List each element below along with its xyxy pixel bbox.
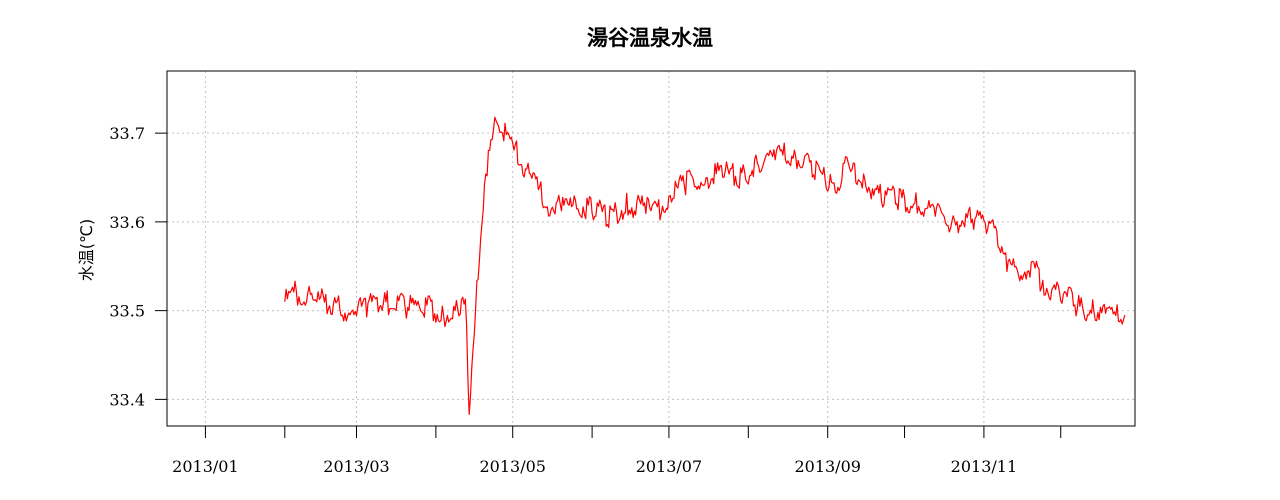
grid (167, 71, 1135, 426)
x-tick-label: 2013/07 (636, 457, 702, 476)
y-axis-label: 水温(℃) (77, 219, 96, 281)
plot-frame (166, 70, 1136, 427)
x-tick-label: 2013/01 (172, 457, 238, 476)
x-tick-label: 2013/05 (479, 457, 545, 476)
y-tick-label: 33.6 (109, 213, 145, 232)
y-tick-label: 33.4 (109, 390, 145, 409)
x-axis: 2013/01 2013/03 2013/05 2013/07 2013/09 2013/… (172, 426, 1062, 476)
y-axis: 33.4 33.5 33.6 33.7 (109, 124, 167, 409)
series-layer (284, 116, 1126, 415)
series-line (284, 116, 1126, 415)
y-tick-label: 33.7 (109, 124, 145, 143)
y-tick-label: 33.5 (109, 302, 145, 321)
x-tick-label: 2013/03 (323, 457, 389, 476)
x-tick-label: 2013/09 (794, 457, 860, 476)
x-tick-label: 2013/11 (951, 457, 1017, 476)
chart-title: 湯谷温泉水温 (587, 26, 713, 50)
